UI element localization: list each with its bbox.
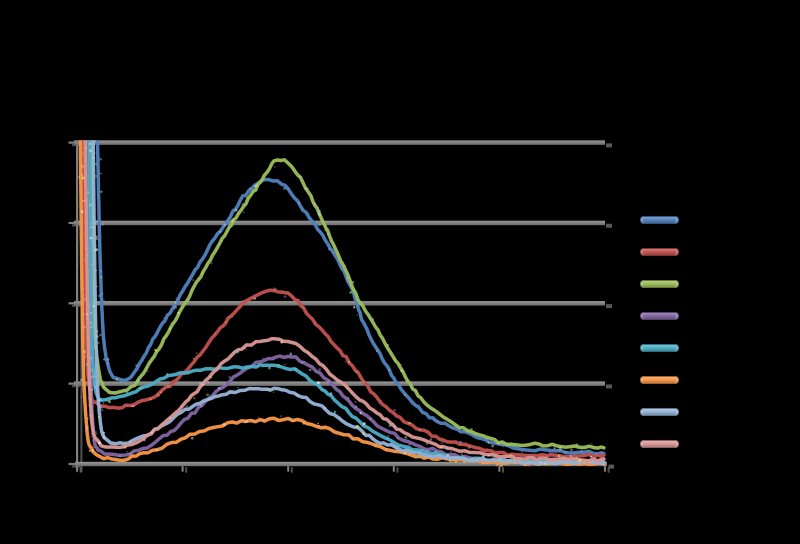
x-tick-6	[604, 466, 606, 472]
series-7-speckles	[88, 140, 605, 466]
gridline-1	[74, 381, 605, 386]
x-tick-shadow	[290, 467, 293, 473]
series-1-line	[95, 140, 606, 456]
y-tick-shadow	[72, 144, 80, 147]
gridline-3	[74, 220, 605, 226]
x-tick-5	[498, 466, 501, 472]
gridline-shadow-nub	[606, 384, 612, 389]
gridline-shadow-nub	[606, 143, 612, 148]
gridline-2	[74, 301, 605, 306]
y-tick-3	[68, 302, 77, 305]
series-8-speckles	[81, 146, 599, 464]
y-tick-shadow	[72, 385, 80, 388]
x-axis-line	[75, 461, 607, 467]
y-tick-shadow	[72, 304, 80, 307]
x-tick-1	[76, 466, 78, 472]
x-tick-shadow	[79, 467, 82, 473]
series-7-line	[91, 140, 606, 466]
x-tick-shadow	[396, 467, 399, 473]
x-tick-3	[287, 466, 290, 472]
gridline-4	[74, 140, 605, 145]
x-tick-shadow	[502, 467, 504, 473]
x-axis-shadow-nub	[608, 464, 614, 469]
y-tick-shadow	[72, 224, 80, 227]
x-tick-shadow	[607, 467, 610, 473]
x-tick-shadow	[185, 467, 188, 473]
series-2-line	[81, 140, 606, 459]
x-tick-4	[392, 466, 395, 472]
y-tick-4	[68, 382, 77, 385]
gridline-shadow-nub	[606, 304, 612, 309]
gridline-shadow-nub	[606, 223, 612, 228]
plot-area	[78, 140, 606, 468]
x-tick-2	[181, 466, 184, 472]
y-tick-1	[68, 141, 77, 144]
y-tick-2	[68, 221, 77, 225]
y-tick-5	[68, 462, 77, 466]
